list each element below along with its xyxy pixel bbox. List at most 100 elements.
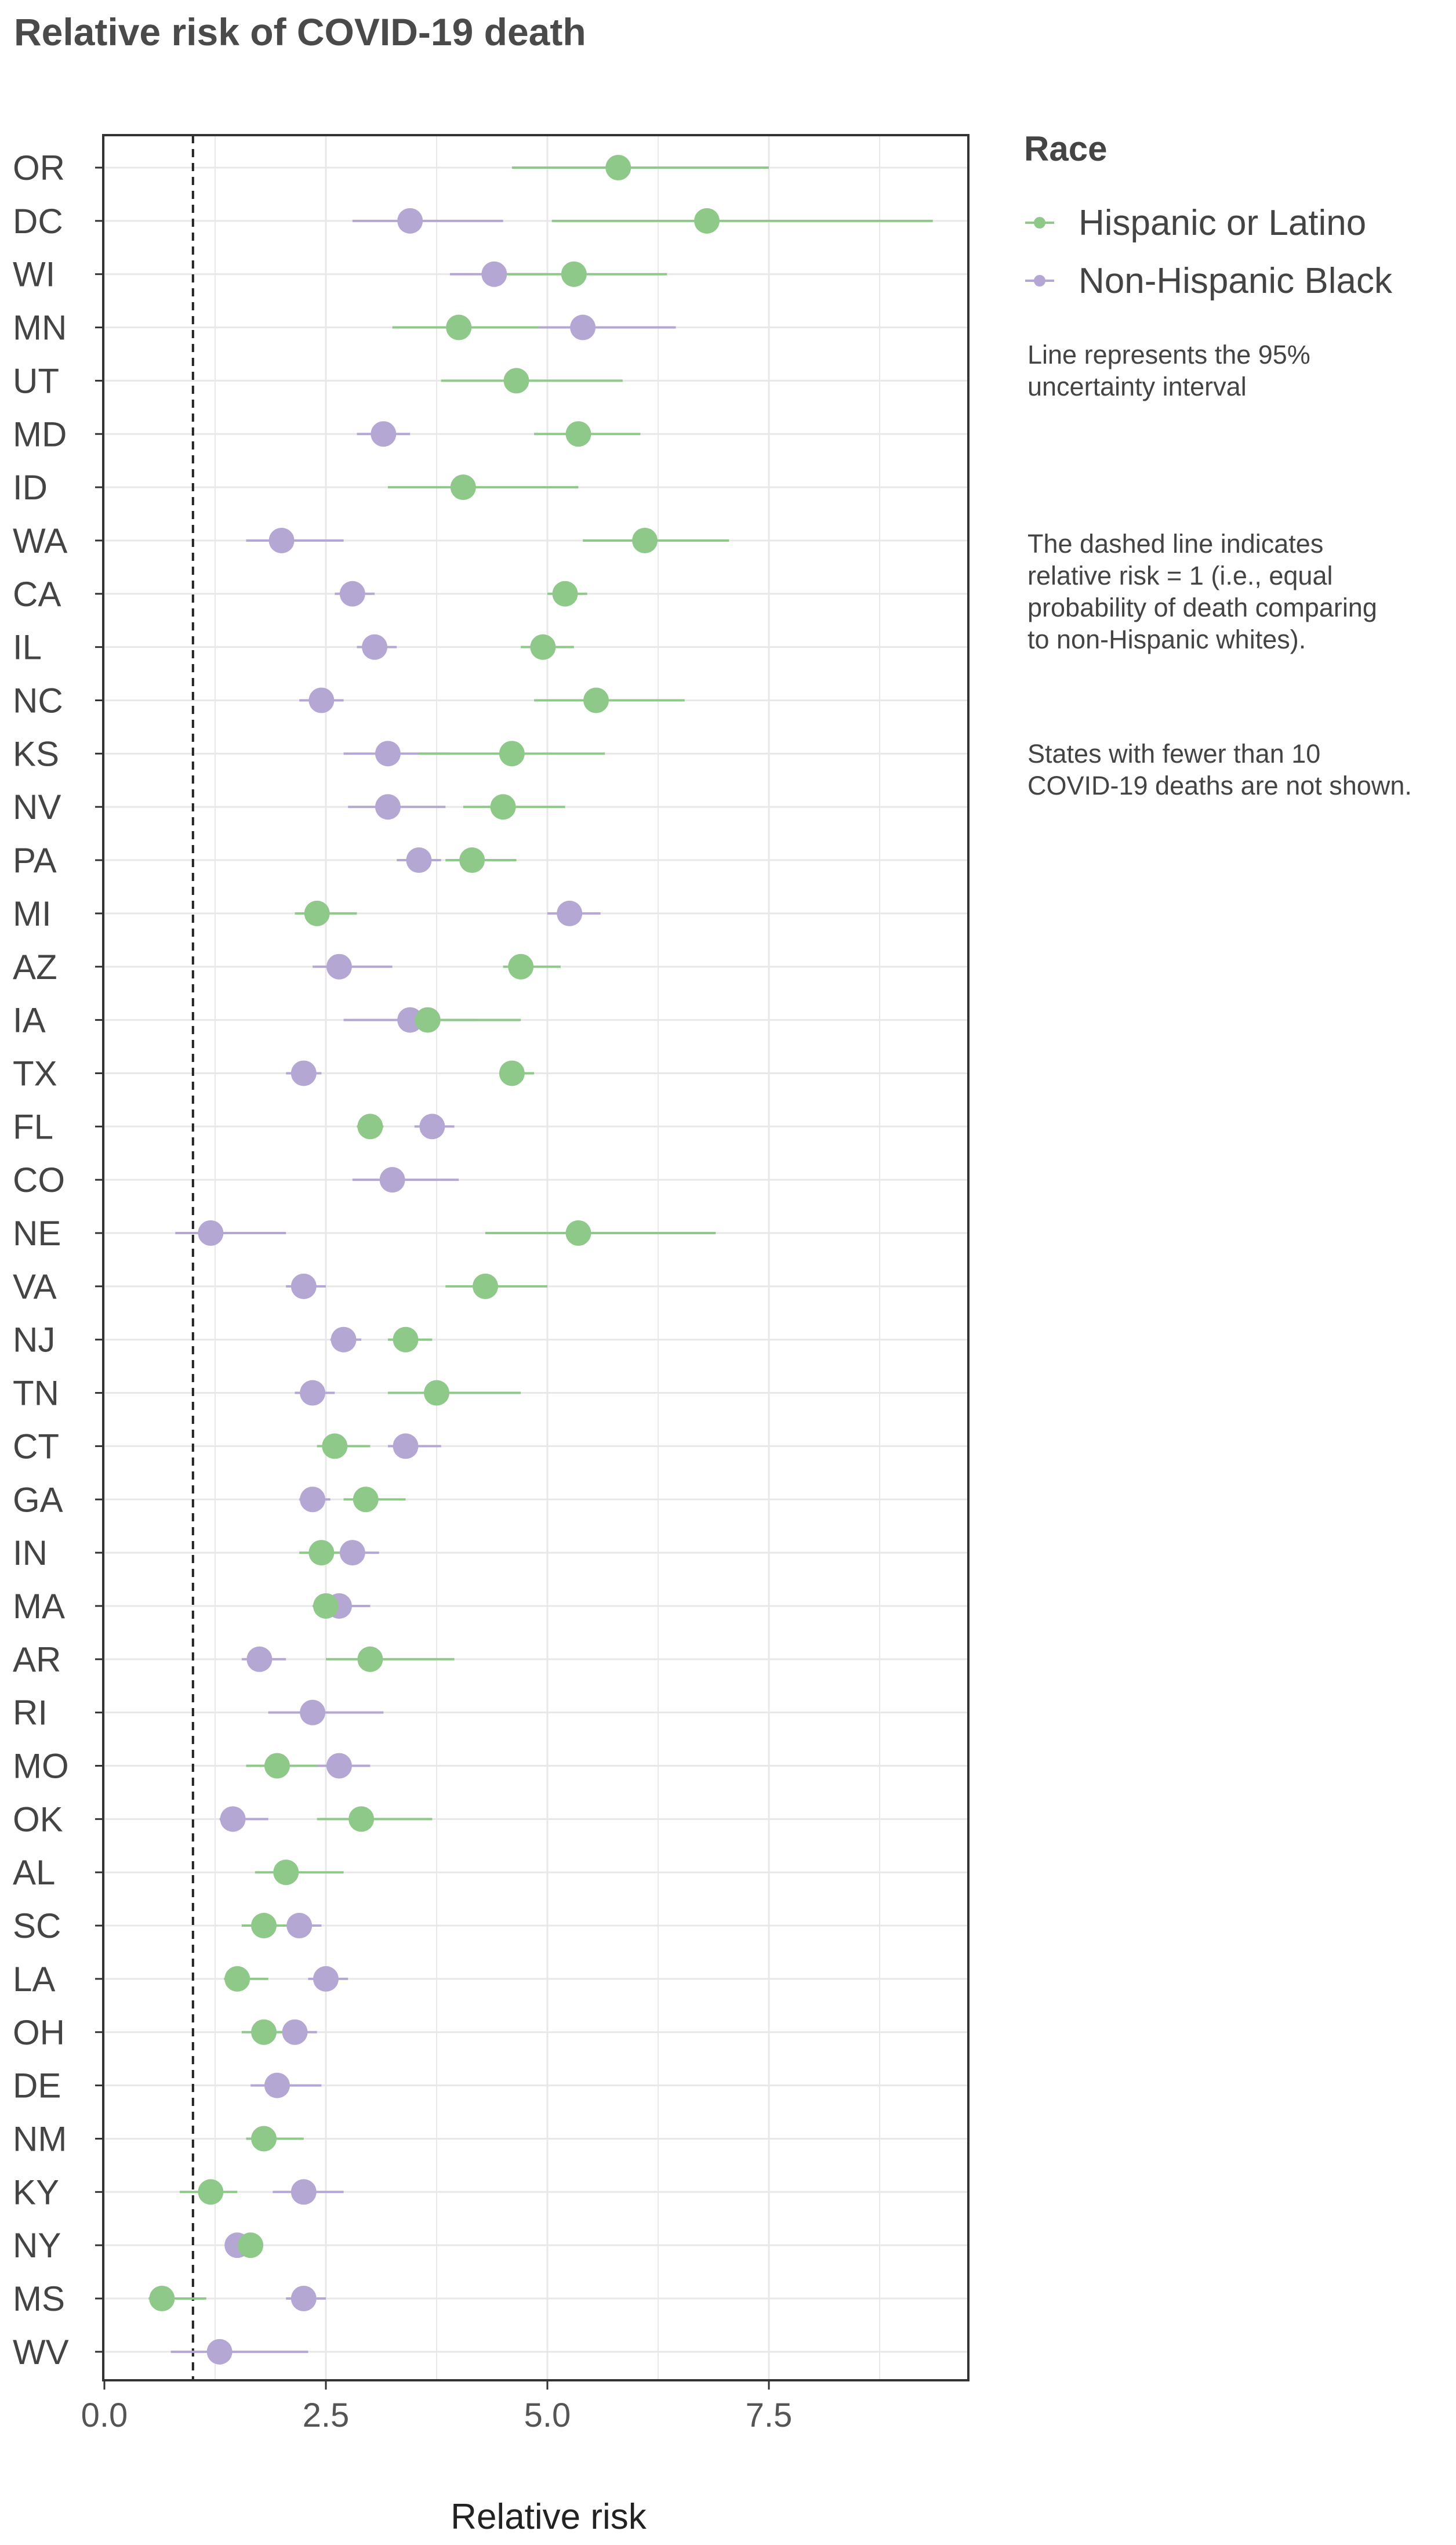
state-label: LA	[13, 1960, 55, 1999]
x-tick-label: 5.0	[524, 2397, 571, 2434]
point-black-md	[371, 421, 397, 447]
state-label: KS	[13, 734, 59, 773]
point-hispanic-ct	[322, 1433, 348, 1459]
point-hispanic-il	[530, 634, 556, 660]
chart-title: Relative risk of COVID-19 death	[14, 10, 586, 53]
state-label: OH	[13, 2013, 65, 2052]
state-label: CT	[13, 1427, 59, 1466]
state-label: OK	[13, 1800, 63, 1839]
point-hispanic-fl	[357, 1114, 383, 1140]
point-hispanic-sc	[251, 1913, 277, 1939]
point-hispanic-in	[308, 1540, 335, 1566]
point-hispanic-mn	[446, 314, 472, 340]
point-black-nv	[375, 794, 401, 820]
point-black-oh	[282, 2019, 308, 2045]
panel-border	[102, 134, 970, 2381]
legend-entry-label: Non-Hispanic Black	[1079, 261, 1393, 301]
notes: Line represents the 95% uncertainty inter…	[1027, 340, 1412, 800]
state-label: KY	[13, 2173, 59, 2212]
point-hispanic-ms	[149, 2286, 175, 2311]
state-label: WV	[13, 2333, 69, 2372]
point-black-ky	[291, 2179, 317, 2205]
state-label: NE	[13, 1214, 61, 1253]
state-label: UT	[13, 361, 59, 400]
state-label: SC	[13, 1906, 61, 1945]
legend-title: Race	[1024, 129, 1107, 168]
state-label: MD	[13, 415, 67, 454]
x-axis: 0.0 2.5 5.0 7.5	[81, 2380, 792, 2434]
point-black-mo	[326, 1753, 352, 1779]
point-hispanic-id	[450, 474, 476, 501]
note-line: probability of death comparing	[1027, 593, 1377, 622]
point-black-la	[313, 1966, 339, 1992]
state-label: NM	[13, 2119, 67, 2158]
note-line: The dashed line indicates	[1027, 529, 1323, 559]
point-hispanic-la	[224, 1966, 250, 1992]
state-label: MA	[13, 1587, 65, 1626]
state-label: OR	[13, 148, 65, 187]
point-black-wi	[481, 261, 507, 287]
point-hispanic-ut	[503, 368, 529, 394]
state-label: AZ	[13, 948, 57, 987]
point-black-dc	[397, 208, 423, 234]
point-hispanic-ok	[348, 1806, 375, 1832]
point-hispanic-nm	[251, 2126, 277, 2152]
point-black-ar	[246, 1646, 273, 1672]
point-black-nc	[308, 687, 335, 713]
state-label: CA	[13, 575, 61, 614]
point-hispanic-al	[273, 1859, 299, 1886]
state-label: RI	[13, 1694, 48, 1732]
note-line: States with fewer than 10	[1027, 739, 1320, 768]
point-hispanic-mo	[264, 1753, 290, 1779]
point-hispanic-mi	[304, 900, 330, 926]
x-axis-title: Relative risk	[451, 2497, 647, 2537]
x-tick-label: 0.0	[81, 2397, 128, 2434]
state-label: DE	[13, 2067, 61, 2105]
point-hispanic-tn	[424, 1380, 449, 1406]
point-black-ne	[198, 1220, 224, 1246]
state-label: NV	[13, 788, 61, 826]
point-hispanic-va	[473, 1273, 499, 1299]
state-label: AL	[13, 1853, 55, 1892]
point-hispanic-ia	[415, 1007, 441, 1033]
note-line: Line represents the 95%	[1027, 340, 1310, 369]
state-label: DC	[13, 202, 63, 241]
point-black-ga	[300, 1487, 326, 1513]
point-black-mn	[570, 314, 596, 340]
state-label: MS	[13, 2279, 65, 2318]
point-hispanic-az	[508, 954, 534, 980]
point-black-az	[326, 954, 352, 980]
point-black-nj	[331, 1326, 357, 1353]
point-hispanic-ks	[499, 741, 525, 767]
legend-key-point	[1034, 217, 1045, 229]
state-label: IL	[13, 628, 42, 667]
point-hispanic-wi	[561, 261, 587, 287]
point-hispanic-wa	[632, 527, 658, 553]
point-hispanic-nv	[490, 794, 516, 820]
legend-key-point	[1034, 275, 1045, 287]
point-hispanic-nc	[583, 687, 609, 713]
point-black-ok	[220, 1806, 246, 1832]
note-line: to non-Hispanic whites).	[1027, 625, 1306, 654]
point-hispanic-dc	[694, 208, 720, 234]
state-label: MO	[13, 1747, 69, 1786]
point-black-mi	[557, 900, 583, 926]
point-black-wa	[268, 527, 295, 553]
point-black-fl	[419, 1114, 445, 1140]
state-label: VA	[13, 1267, 57, 1306]
point-hispanic-ne	[565, 1220, 591, 1246]
state-label: TN	[13, 1374, 59, 1413]
point-black-ia	[397, 1007, 423, 1033]
point-black-ri	[300, 1699, 326, 1725]
point-black-co	[379, 1167, 405, 1193]
state-labels: OR DC WI MN UT MD ID WA CA IL NC KS NV PA MI AZ IA TX FL CO…	[13, 148, 103, 2372]
state-label: TX	[13, 1054, 57, 1093]
point-hispanic-ky	[198, 2179, 224, 2205]
point-hispanic-nj	[393, 1326, 419, 1353]
point-black-sc	[286, 1913, 313, 1939]
point-black-tn	[300, 1380, 326, 1406]
point-black-ca	[339, 581, 365, 607]
point-black-ks	[375, 741, 401, 767]
state-label: IA	[13, 1001, 46, 1040]
point-layer	[149, 155, 720, 2365]
